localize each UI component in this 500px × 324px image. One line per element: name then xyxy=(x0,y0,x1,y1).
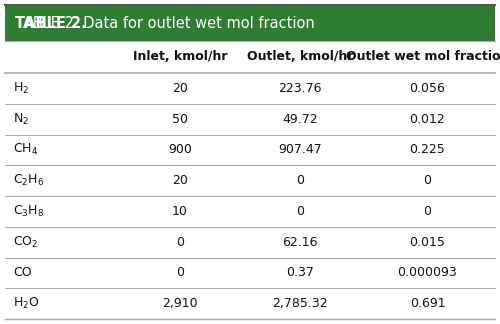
Bar xyxy=(5,41,495,73)
Text: H$_2$: H$_2$ xyxy=(13,81,29,96)
Text: TABLE 2. Data for outlet wet mol fraction: TABLE 2. Data for outlet wet mol fractio… xyxy=(15,16,315,30)
Text: 0.225: 0.225 xyxy=(410,144,446,156)
Text: TABLE 2.: TABLE 2. xyxy=(15,16,87,30)
Text: 49.72: 49.72 xyxy=(282,113,318,126)
Text: 2,910: 2,910 xyxy=(162,297,198,310)
Text: C$_2$H$_6$: C$_2$H$_6$ xyxy=(13,173,44,188)
Text: 50: 50 xyxy=(172,113,188,126)
Text: 0: 0 xyxy=(296,174,304,187)
Text: Outlet, kmol/hr: Outlet, kmol/hr xyxy=(247,51,353,64)
Text: CO$_2$: CO$_2$ xyxy=(13,235,38,250)
Text: Outlet wet mol fraction: Outlet wet mol fraction xyxy=(346,51,500,64)
Text: 0: 0 xyxy=(176,236,184,249)
Text: 907.47: 907.47 xyxy=(278,144,322,156)
Text: N$_2$: N$_2$ xyxy=(13,111,29,127)
Bar xyxy=(5,104,495,134)
Bar xyxy=(5,134,495,165)
Bar xyxy=(5,258,495,288)
Text: H$_2$O: H$_2$O xyxy=(13,296,40,311)
Bar xyxy=(5,73,495,104)
Text: 0.056: 0.056 xyxy=(410,82,446,95)
Text: 900: 900 xyxy=(168,144,192,156)
Text: 0: 0 xyxy=(176,266,184,279)
Text: 20: 20 xyxy=(172,174,188,187)
Text: 20: 20 xyxy=(172,82,188,95)
Text: 2,785.32: 2,785.32 xyxy=(272,297,328,310)
Text: 0.012: 0.012 xyxy=(410,113,446,126)
Text: 0: 0 xyxy=(424,205,432,218)
Text: 0.000093: 0.000093 xyxy=(398,266,458,279)
Bar xyxy=(5,196,495,227)
Text: C$_3$H$_8$: C$_3$H$_8$ xyxy=(13,204,44,219)
Text: 0.015: 0.015 xyxy=(410,236,446,249)
Text: CH$_4$: CH$_4$ xyxy=(13,142,38,157)
Text: 0.691: 0.691 xyxy=(410,297,446,310)
Bar xyxy=(5,5,495,41)
Text: 62.16: 62.16 xyxy=(282,236,318,249)
Text: CO: CO xyxy=(13,266,32,279)
Text: 10: 10 xyxy=(172,205,188,218)
Text: 0.37: 0.37 xyxy=(286,266,314,279)
Bar xyxy=(5,227,495,258)
Text: 0: 0 xyxy=(424,174,432,187)
Text: 0: 0 xyxy=(296,205,304,218)
Text: Inlet, kmol/hr: Inlet, kmol/hr xyxy=(133,51,227,64)
Text: TABLE 2. Data for outlet wet mol fraction: TABLE 2. Data for outlet wet mol fractio… xyxy=(15,16,315,30)
Bar xyxy=(5,288,495,319)
Bar xyxy=(5,165,495,196)
Text: 223.76: 223.76 xyxy=(278,82,322,95)
